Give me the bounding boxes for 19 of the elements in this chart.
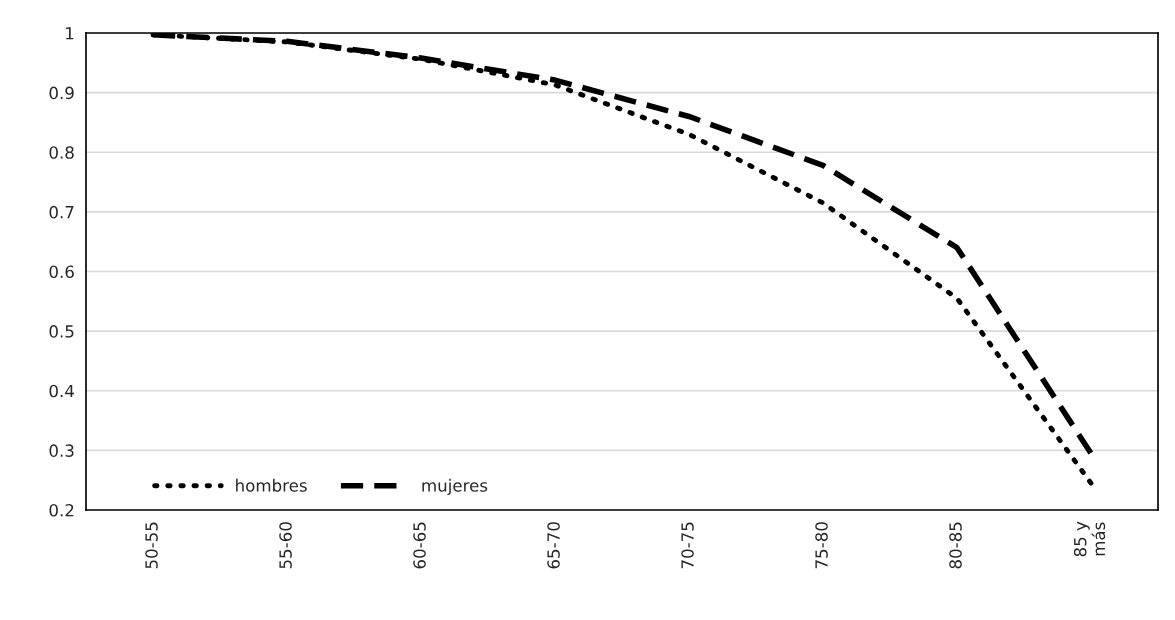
x-tick-label: 80-85: [949, 522, 962, 569]
x-tick-label: 70-75: [681, 522, 694, 569]
x-tick-label: 55-60: [279, 522, 292, 569]
y-tick-label: 0.8: [49, 146, 74, 159]
x-tick-label: 85 y más: [1073, 521, 1106, 557]
y-tick-label: 0.5: [49, 325, 74, 338]
y-tick-label: 1: [66, 27, 74, 40]
legend-label: hombres: [236, 478, 307, 492]
y-tick-label: 0.2: [49, 503, 74, 517]
x-tick-label: 50-55: [145, 522, 158, 569]
y-tick-label: 0.6: [49, 265, 74, 279]
y-tick-label: 0.7: [49, 205, 74, 219]
y-tick-label: 0.4: [49, 384, 74, 398]
x-tick-label: 60-65: [413, 522, 426, 569]
x-tick-label: 75-80: [815, 522, 828, 569]
y-tick-label: 0.9: [49, 86, 74, 100]
legend-label: mujeres: [422, 478, 488, 495]
x-tick-label: 65-70: [547, 522, 560, 569]
y-tick-label: 0.3: [49, 444, 74, 457]
